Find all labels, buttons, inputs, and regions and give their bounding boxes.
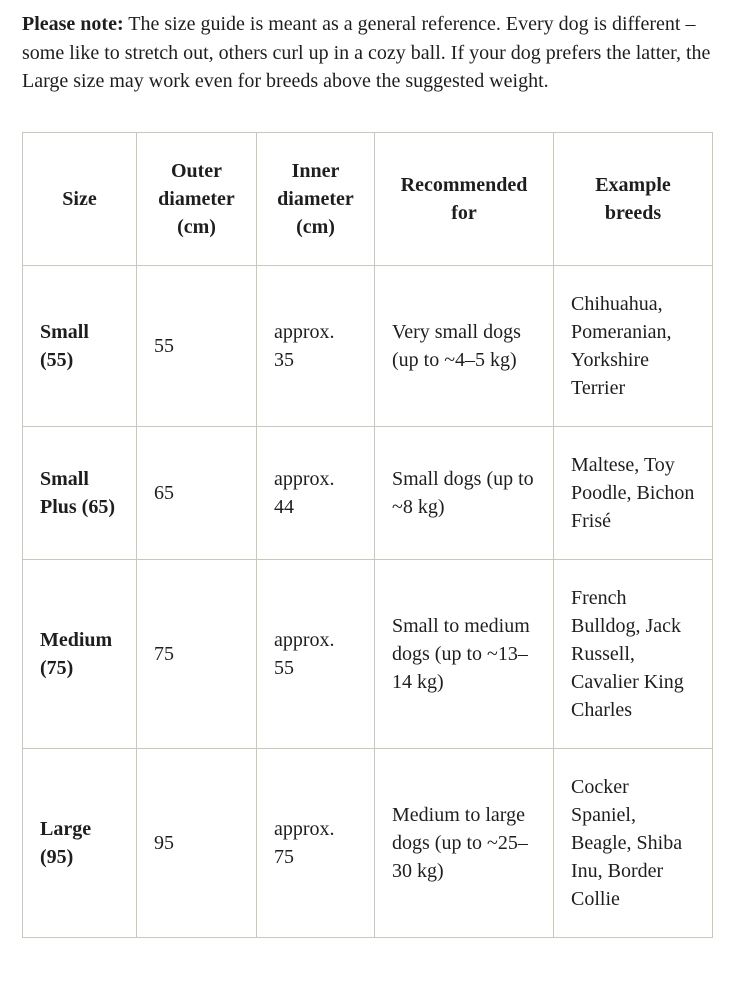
table-row-medium: Medium (75) 75 approx. 55 Small to mediu… <box>22 558 713 749</box>
cell-size: Large (95) <box>22 747 137 938</box>
col-header-inner-diameter: Inner diameter (cm) <box>256 131 375 266</box>
table-row-small: Small (55) 55 approx. 35 Very small dogs… <box>22 264 713 427</box>
cell-outer-diameter: 55 <box>136 264 257 427</box>
cell-recommended-for: Small dogs (up to ~8 kg) <box>374 425 554 560</box>
cell-outer-diameter: 65 <box>136 425 257 560</box>
cell-size: Small (55) <box>22 264 137 427</box>
size-guide-table: Size Outer diameter (cm) Inner diameter … <box>22 131 713 938</box>
cell-inner-diameter: approx. 75 <box>256 747 375 938</box>
cell-outer-diameter: 75 <box>136 558 257 749</box>
cell-example-breeds: Maltese, Toy Poodle, Bichon Frisé <box>553 425 713 560</box>
cell-example-breeds: Cocker Spaniel, Beagle, Shiba Inu, Borde… <box>553 747 713 938</box>
cell-recommended-for: Medium to large dogs (up to ~25–30 kg) <box>374 747 554 938</box>
col-header-size: Size <box>22 131 137 266</box>
cell-inner-diameter: approx. 55 <box>256 558 375 749</box>
col-header-recommended-for: Recommended for <box>374 131 554 266</box>
col-header-example-breeds: Example breeds <box>553 131 713 266</box>
table-row-large: Large (95) 95 approx. 75 Medium to large… <box>22 747 713 938</box>
table-row-small-plus: Small Plus (65) 65 approx. 44 Small dogs… <box>22 425 713 560</box>
header-row: Size Outer diameter (cm) Inner diameter … <box>22 131 713 266</box>
cell-size: Small Plus (65) <box>22 425 137 560</box>
cell-recommended-for: Small to medium dogs (up to ~13–14 kg) <box>374 558 554 749</box>
page: Please note: The size guide is meant as … <box>22 10 713 938</box>
table-body: Small (55) 55 approx. 35 Very small dogs… <box>22 264 713 938</box>
cell-inner-diameter: approx. 35 <box>256 264 375 427</box>
cell-example-breeds: French Bulldog, Jack Russell, Cavalier K… <box>553 558 713 749</box>
cell-recommended-for: Very small dogs (up to ~4–5 kg) <box>374 264 554 427</box>
table-header: Size Outer diameter (cm) Inner diameter … <box>22 131 713 266</box>
cell-inner-diameter: approx. 44 <box>256 425 375 560</box>
cell-outer-diameter: 95 <box>136 747 257 938</box>
cell-example-breeds: Chihuahua, Pomeranian, Yorkshire Terrier <box>553 264 713 427</box>
note-label: Please note: <box>22 13 124 35</box>
note-text: The size guide is meant as a general ref… <box>22 13 711 93</box>
cell-size: Medium (75) <box>22 558 137 749</box>
col-header-outer-diameter: Outer diameter (cm) <box>136 131 257 266</box>
note-paragraph: Please note: The size guide is meant as … <box>22 10 712 96</box>
